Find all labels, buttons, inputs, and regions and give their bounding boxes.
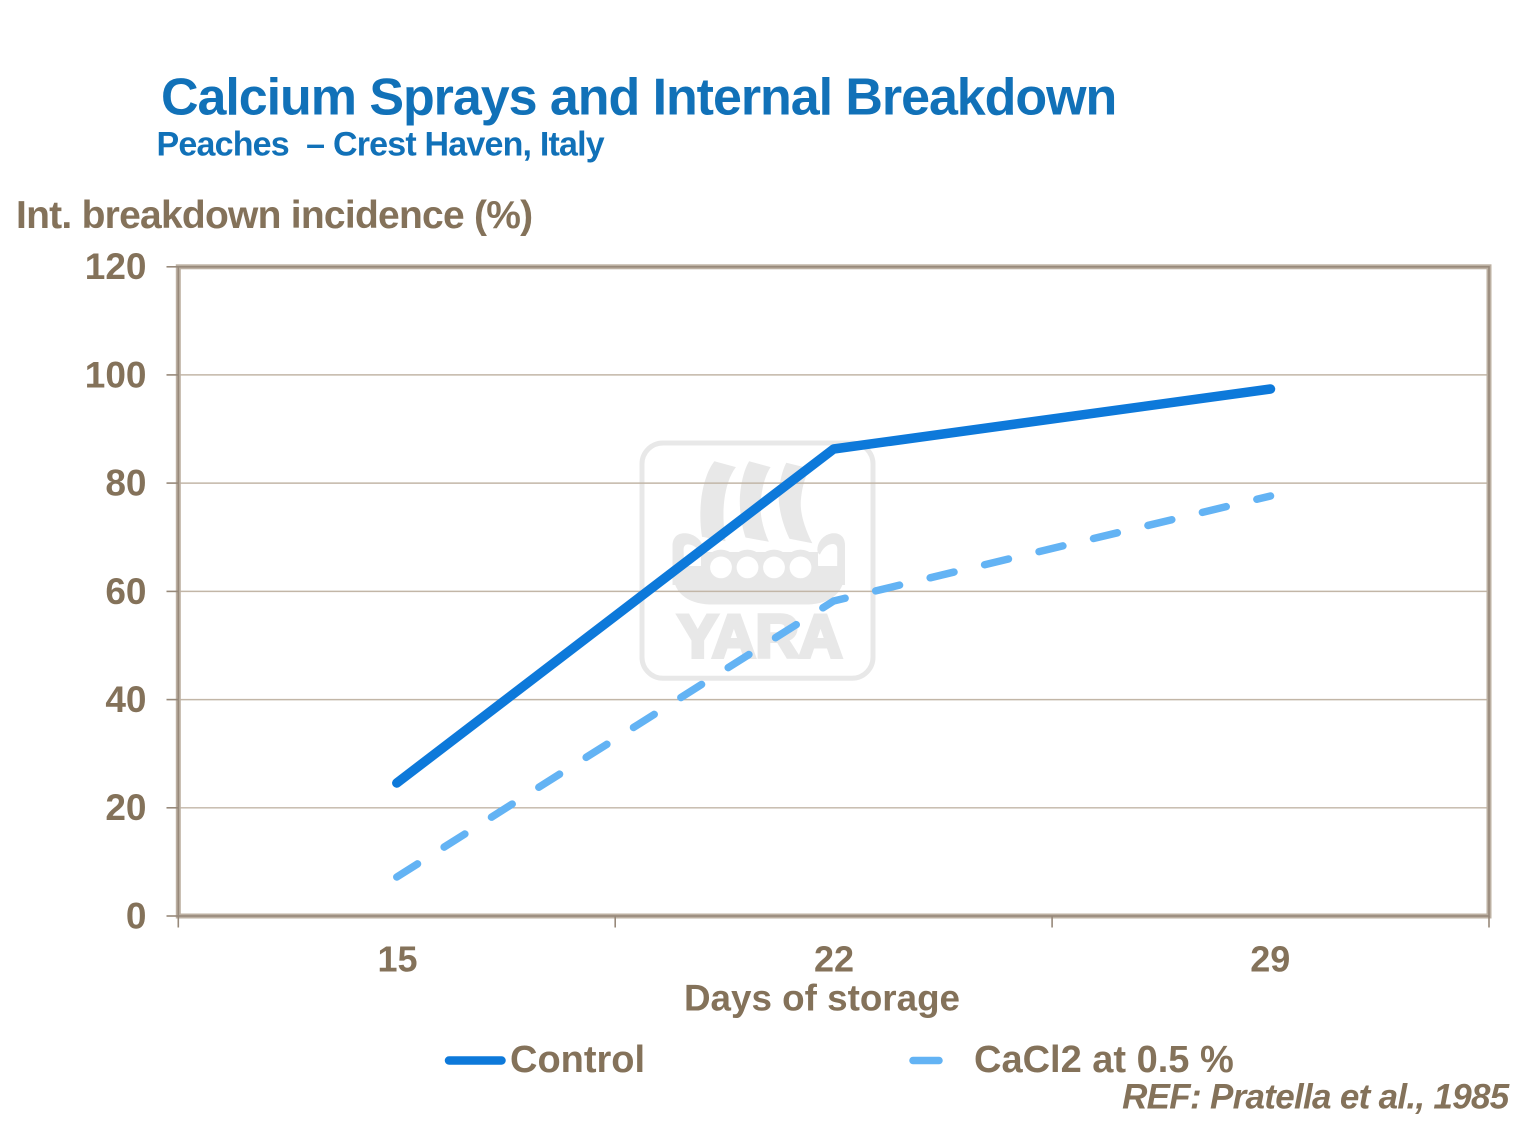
svg-text:60: 60 bbox=[105, 571, 146, 612]
svg-text:120: 120 bbox=[85, 246, 147, 287]
svg-text:Control: Control bbox=[510, 1039, 645, 1081]
svg-text:40: 40 bbox=[105, 679, 146, 720]
svg-text:29: 29 bbox=[1250, 939, 1290, 980]
svg-text:Peaches – Crest Haven, Italy: Peaches – Crest Haven, Italy bbox=[157, 126, 605, 164]
svg-text:YARA: YARA bbox=[678, 603, 843, 670]
svg-text:15: 15 bbox=[377, 939, 417, 980]
svg-text:20: 20 bbox=[105, 787, 146, 828]
svg-text:0: 0 bbox=[126, 895, 147, 936]
svg-text:Calcium Sprays and Internal Br: Calcium Sprays and Internal Breakdown bbox=[161, 69, 1116, 127]
svg-text:22: 22 bbox=[814, 939, 854, 980]
svg-text:REF: Pratella et al., 1985: REF: Pratella et al., 1985 bbox=[1122, 1078, 1510, 1117]
svg-text:100: 100 bbox=[85, 354, 147, 395]
svg-text:Int. breakdown incidence (%): Int. breakdown incidence (%) bbox=[16, 194, 532, 237]
svg-text:Days of storage: Days of storage bbox=[684, 978, 960, 1019]
svg-text:CaCl2 at 0.5 %: CaCl2 at 0.5 % bbox=[974, 1039, 1234, 1081]
svg-text:80: 80 bbox=[105, 463, 146, 504]
